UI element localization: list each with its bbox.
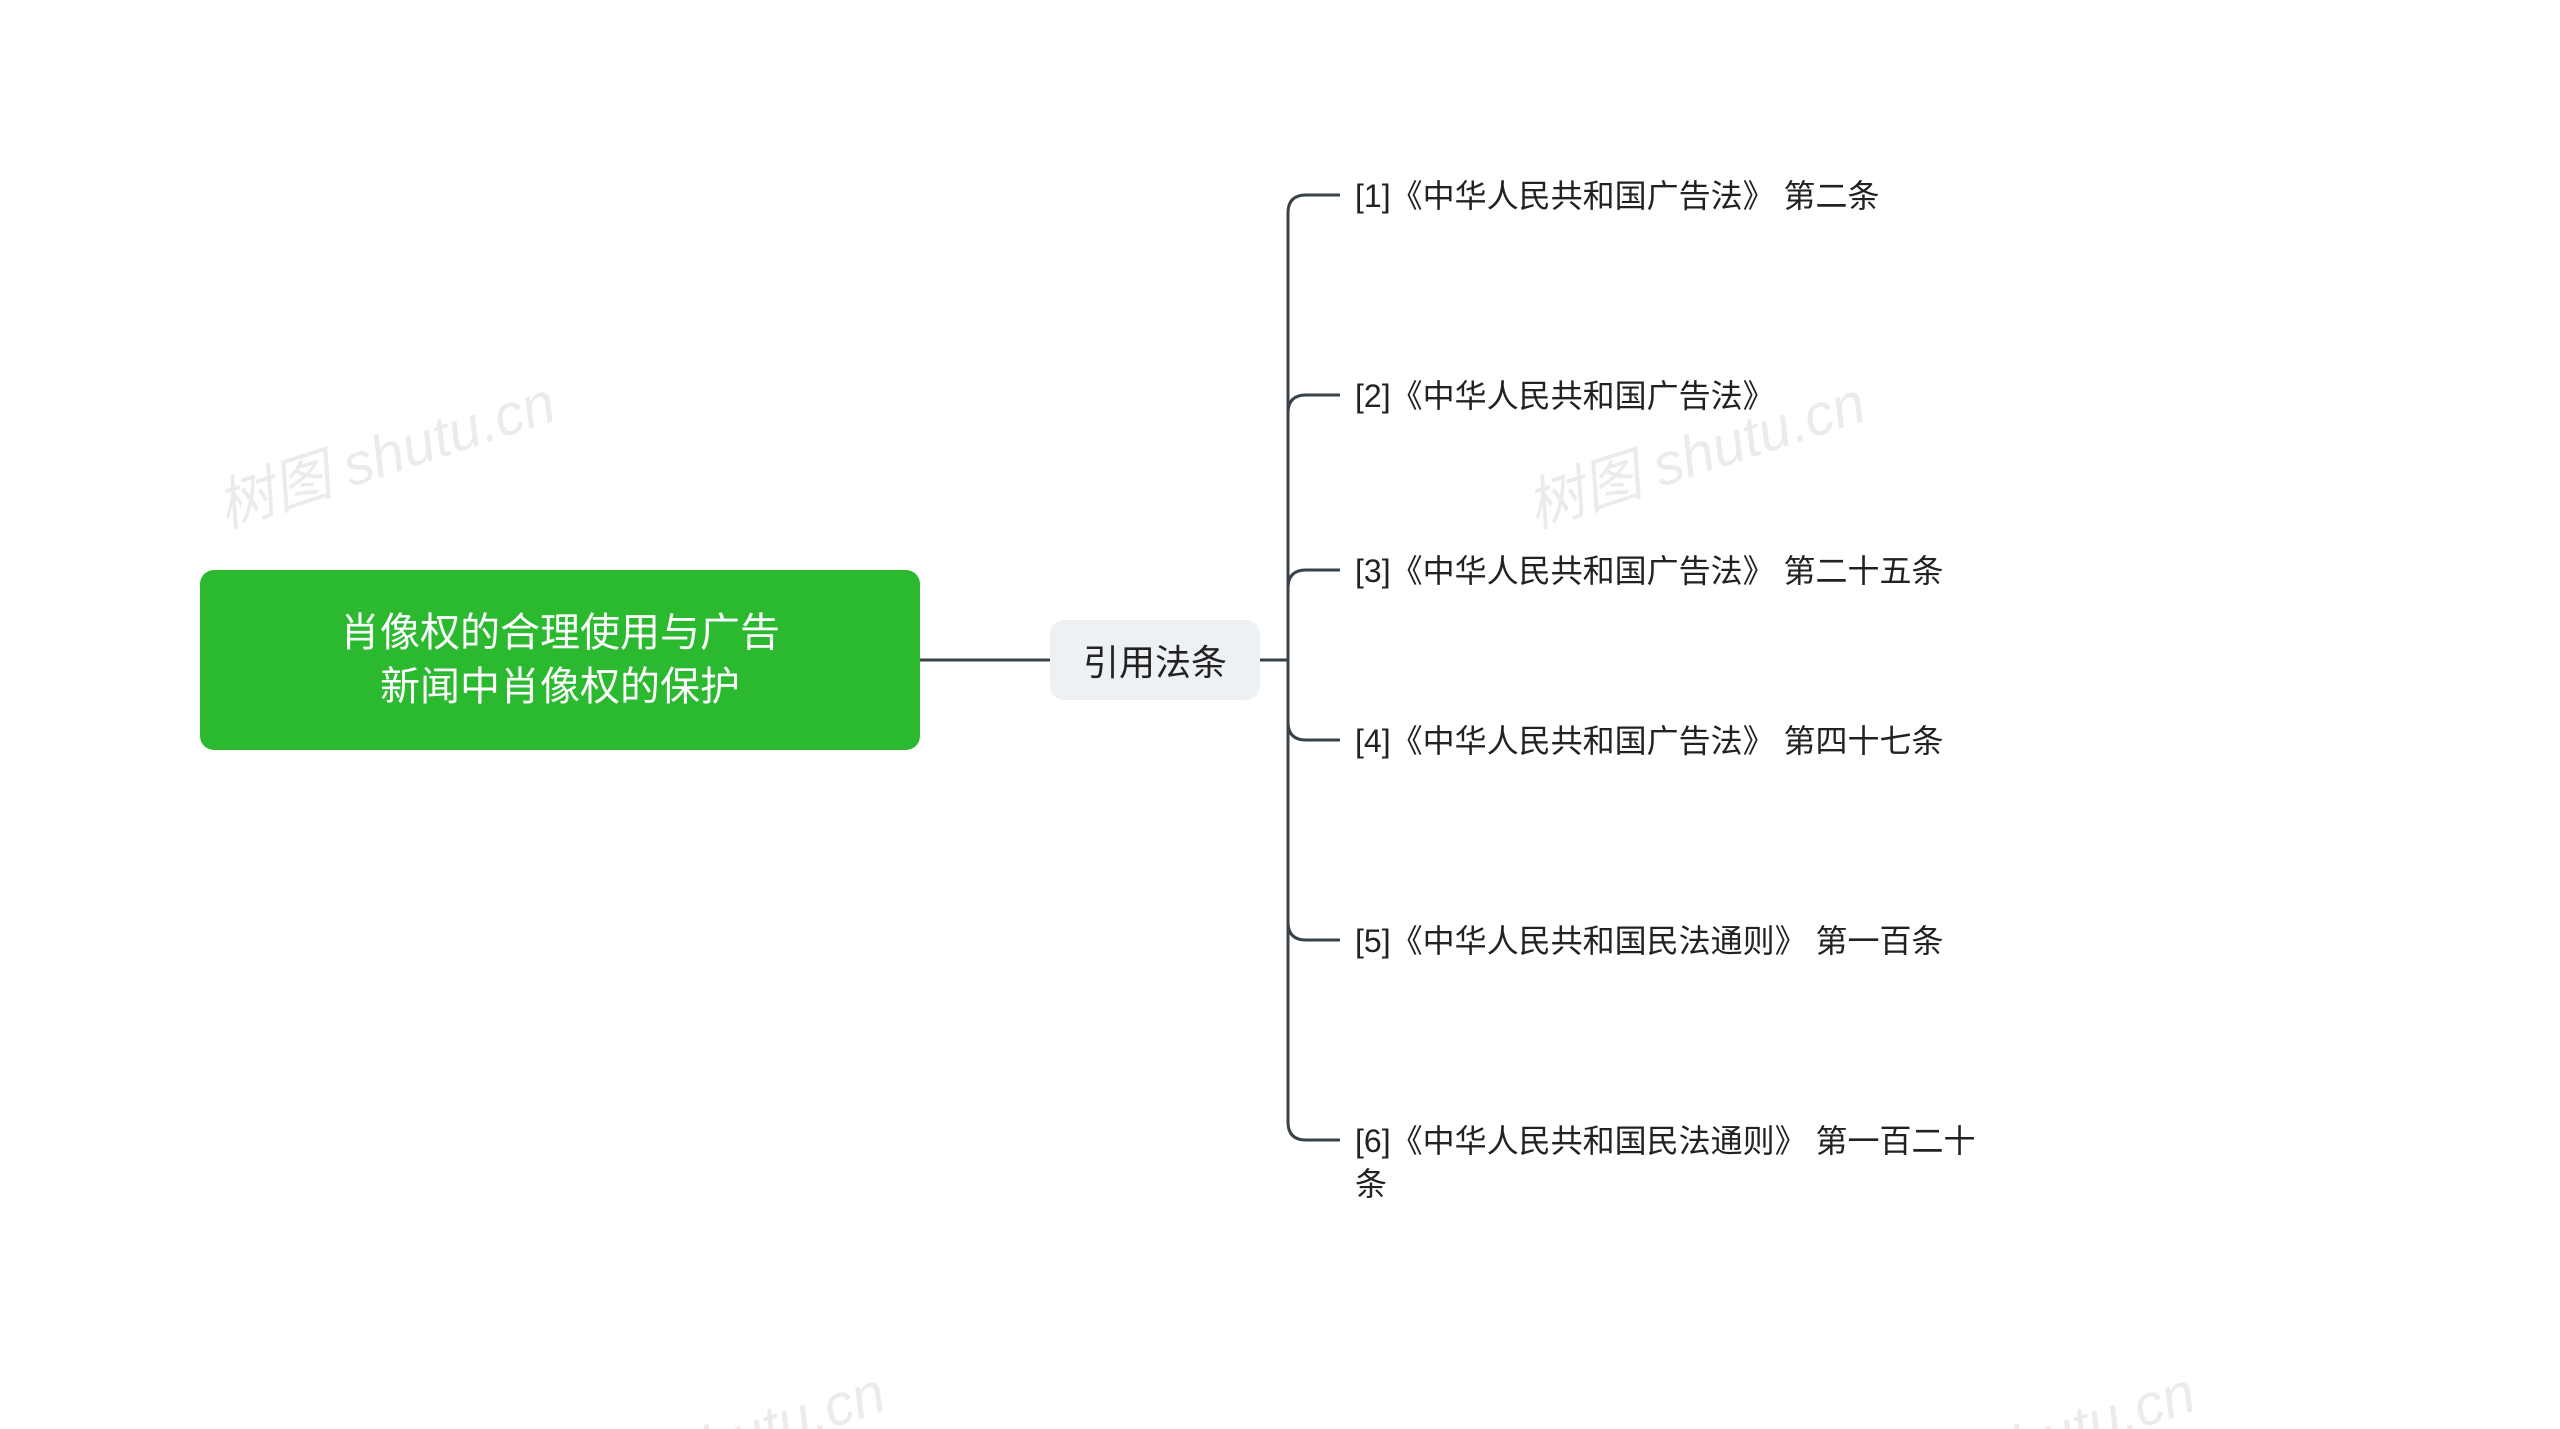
leaf-text: [5]《中华人民共和国民法通则》 第一百条	[1355, 920, 2175, 963]
leaf-node[interactable]: [4]《中华人民共和国广告法》 第四十七条	[1355, 720, 2175, 763]
leaf-text: [2]《中华人民共和国广告法》	[1355, 375, 2175, 418]
leaf-node[interactable]: [2]《中华人民共和国广告法》	[1355, 375, 2175, 418]
mid-node-label: 引用法条	[1083, 634, 1227, 686]
watermark: 树图 shutu.cn	[1844, 1346, 2204, 1429]
leaf-text: [1]《中华人民共和国广告法》 第二条	[1355, 175, 2175, 218]
leaf-node[interactable]: [1]《中华人民共和国广告法》 第二条	[1355, 175, 2175, 218]
mindmap-canvas: 树图 shutu.cn 树图 shutu.cn 树图 shutu.cn 树图 s…	[0, 0, 2560, 1429]
leaf-node[interactable]: [6]《中华人民共和国民法通则》 第一百二十 条	[1355, 1120, 2175, 1206]
leaf-node[interactable]: [5]《中华人民共和国民法通则》 第一百条	[1355, 920, 2175, 963]
root-text-line2: 新闻中肖像权的保护	[380, 665, 740, 709]
root-text-line1: 肖像权的合理使用与广告	[340, 611, 780, 655]
leaf-text: [4]《中华人民共和国广告法》 第四十七条	[1355, 720, 2175, 763]
leaf-text: [3]《中华人民共和国广告法》 第二十五条	[1355, 550, 2175, 593]
leaf-node[interactable]: [3]《中华人民共和国广告法》 第二十五条	[1355, 550, 2175, 593]
leaf-text-line2: 条	[1355, 1163, 2175, 1206]
watermark: 树图 shutu.cn	[204, 356, 564, 544]
root-node[interactable]: 肖像权的合理使用与广告 新闻中肖像权的保护	[200, 570, 920, 750]
watermark: 树图 shutu.cn	[534, 1346, 894, 1429]
leaf-text-line1: [6]《中华人民共和国民法通则》 第一百二十	[1355, 1120, 2175, 1163]
mid-node[interactable]: 引用法条	[1050, 620, 1260, 700]
